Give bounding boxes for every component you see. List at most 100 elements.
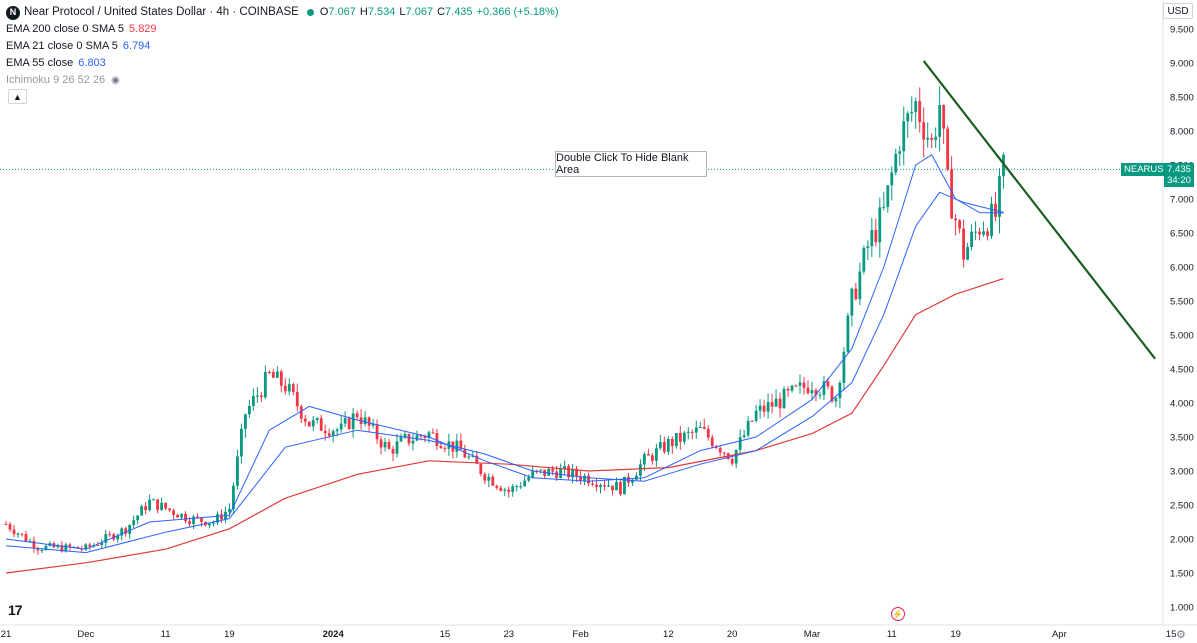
x-tick-label: 19 [950, 629, 961, 640]
symbol-title[interactable]: Near Protocol / United States Dollar · 4… [24, 6, 299, 18]
candle-body [236, 456, 239, 486]
indicator-ema55[interactable]: EMA 55 close 6.803 [6, 55, 563, 72]
candle-body [599, 485, 602, 488]
candle-body [160, 502, 164, 510]
candle-body [96, 545, 100, 547]
candle-body [251, 395, 255, 406]
candle-body [746, 420, 750, 436]
candle-body [926, 138, 930, 140]
candle-body [415, 435, 419, 441]
candle-body [954, 218, 958, 221]
ohlc-high-label: H [359, 6, 368, 18]
candle-body [56, 545, 60, 548]
last-price-value: 7.435 [1167, 164, 1191, 175]
candle-body [495, 485, 499, 488]
indicator-ema200[interactable]: EMA 200 close 0 SMA 5 5.829 [6, 21, 563, 38]
candle-body [910, 112, 914, 114]
tradingview-logo-icon[interactable]: 17 [8, 602, 23, 618]
candle-body [643, 454, 646, 465]
candle-body [750, 420, 754, 422]
candle-body [874, 230, 878, 243]
candle-body [40, 550, 44, 552]
candle-body [906, 113, 910, 122]
candle-body [291, 384, 295, 393]
candle-body [782, 388, 786, 409]
candle-body [742, 435, 746, 438]
candle-body [144, 506, 148, 511]
candle-body [986, 231, 989, 237]
trendline [922, 60, 1156, 360]
candle-body [615, 481, 618, 491]
y-tick-label: 6.000 [1170, 263, 1194, 274]
candle-body [511, 486, 515, 492]
candle-body [88, 544, 92, 547]
candle-body [834, 398, 838, 402]
candle-body [818, 394, 822, 396]
candle-body [838, 382, 842, 399]
x-tick-label: 12 [663, 629, 674, 640]
candle-body [275, 371, 279, 378]
candle-body [934, 136, 938, 141]
candle-body [515, 486, 519, 488]
ohlc-low-label: L [399, 6, 406, 18]
candle-body [411, 440, 415, 444]
candle-body [670, 438, 674, 447]
candle-body [970, 231, 973, 247]
candle-body [232, 485, 235, 509]
candle-body [786, 388, 790, 391]
y-tick-label: 1.000 [1170, 603, 1194, 614]
candle-body [531, 470, 535, 478]
indicator-ichimoku[interactable]: Ichimoku 9 26 52 26 ◉ [6, 72, 563, 89]
y-tick-label: 2.000 [1170, 535, 1194, 546]
candle-body [271, 372, 275, 378]
last-price-label: 7.435 34:20 [1164, 163, 1194, 187]
lightning-icon[interactable]: ⚡ [891, 607, 905, 621]
candle-body [631, 479, 634, 483]
candle-body [475, 455, 479, 464]
y-tick-label: 7.000 [1170, 195, 1194, 206]
candle-body [164, 502, 167, 509]
candle-body [192, 516, 195, 524]
x-tick-label: 15 [1166, 629, 1177, 640]
eye-hidden-icon[interactable]: ◉ [111, 75, 120, 86]
candle-body [734, 449, 738, 464]
candle-body [571, 468, 574, 478]
candle-body [116, 535, 120, 540]
candle-body [842, 351, 846, 383]
candle-body [487, 476, 491, 481]
candle-body [124, 528, 128, 534]
candle-body [611, 485, 614, 491]
candle-body [100, 542, 104, 546]
candle-body [666, 438, 670, 452]
candle-body [136, 515, 140, 521]
candle-body [152, 499, 156, 501]
candle-body [639, 464, 642, 476]
candle-body [894, 153, 898, 173]
y-tick-label: 8.000 [1170, 127, 1194, 138]
x-tick-label: Apr [1052, 629, 1067, 640]
candle-body [802, 382, 806, 388]
currency-selector[interactable]: USD [1163, 3, 1193, 19]
candle-body [790, 385, 794, 391]
candle-body [12, 529, 16, 535]
candle-body [439, 446, 443, 449]
candle-body [84, 544, 88, 550]
y-tick-label: 3.500 [1170, 433, 1194, 444]
candle-body [662, 442, 666, 452]
collapse-legend-button[interactable]: ▲ [8, 89, 27, 104]
candle-body [918, 101, 922, 123]
candle-body [295, 392, 299, 407]
candle-body [184, 513, 187, 522]
candle-body [8, 524, 12, 530]
candle-body [966, 246, 969, 260]
y-tick-label: 1.500 [1170, 569, 1194, 580]
candle-body [323, 430, 327, 434]
indicator-ema21[interactable]: EMA 21 close 0 SMA 5 6.794 [6, 38, 563, 55]
candle-body [395, 441, 399, 454]
gear-icon[interactable]: ⚙ [1176, 629, 1186, 641]
candle-body [387, 442, 391, 449]
indicator-label: EMA 55 close [6, 57, 74, 69]
candle-body [168, 508, 171, 511]
candle-body [958, 220, 962, 229]
